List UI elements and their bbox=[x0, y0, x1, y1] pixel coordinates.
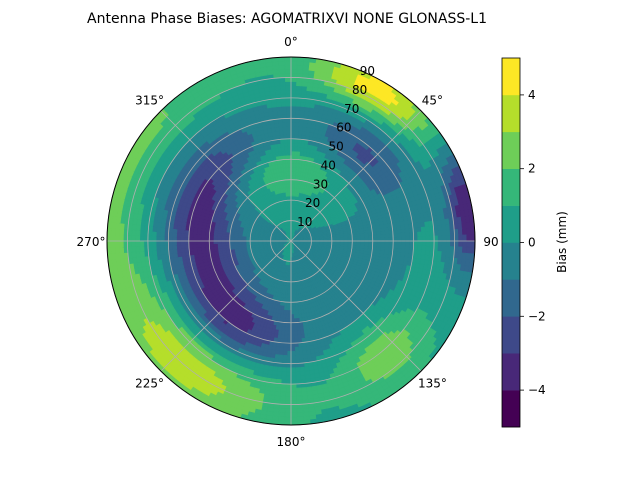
contour-fill-layer bbox=[107, 57, 475, 425]
chart-title: Antenna Phase Biases: AGOMATRIXVI NONE G… bbox=[87, 11, 487, 27]
